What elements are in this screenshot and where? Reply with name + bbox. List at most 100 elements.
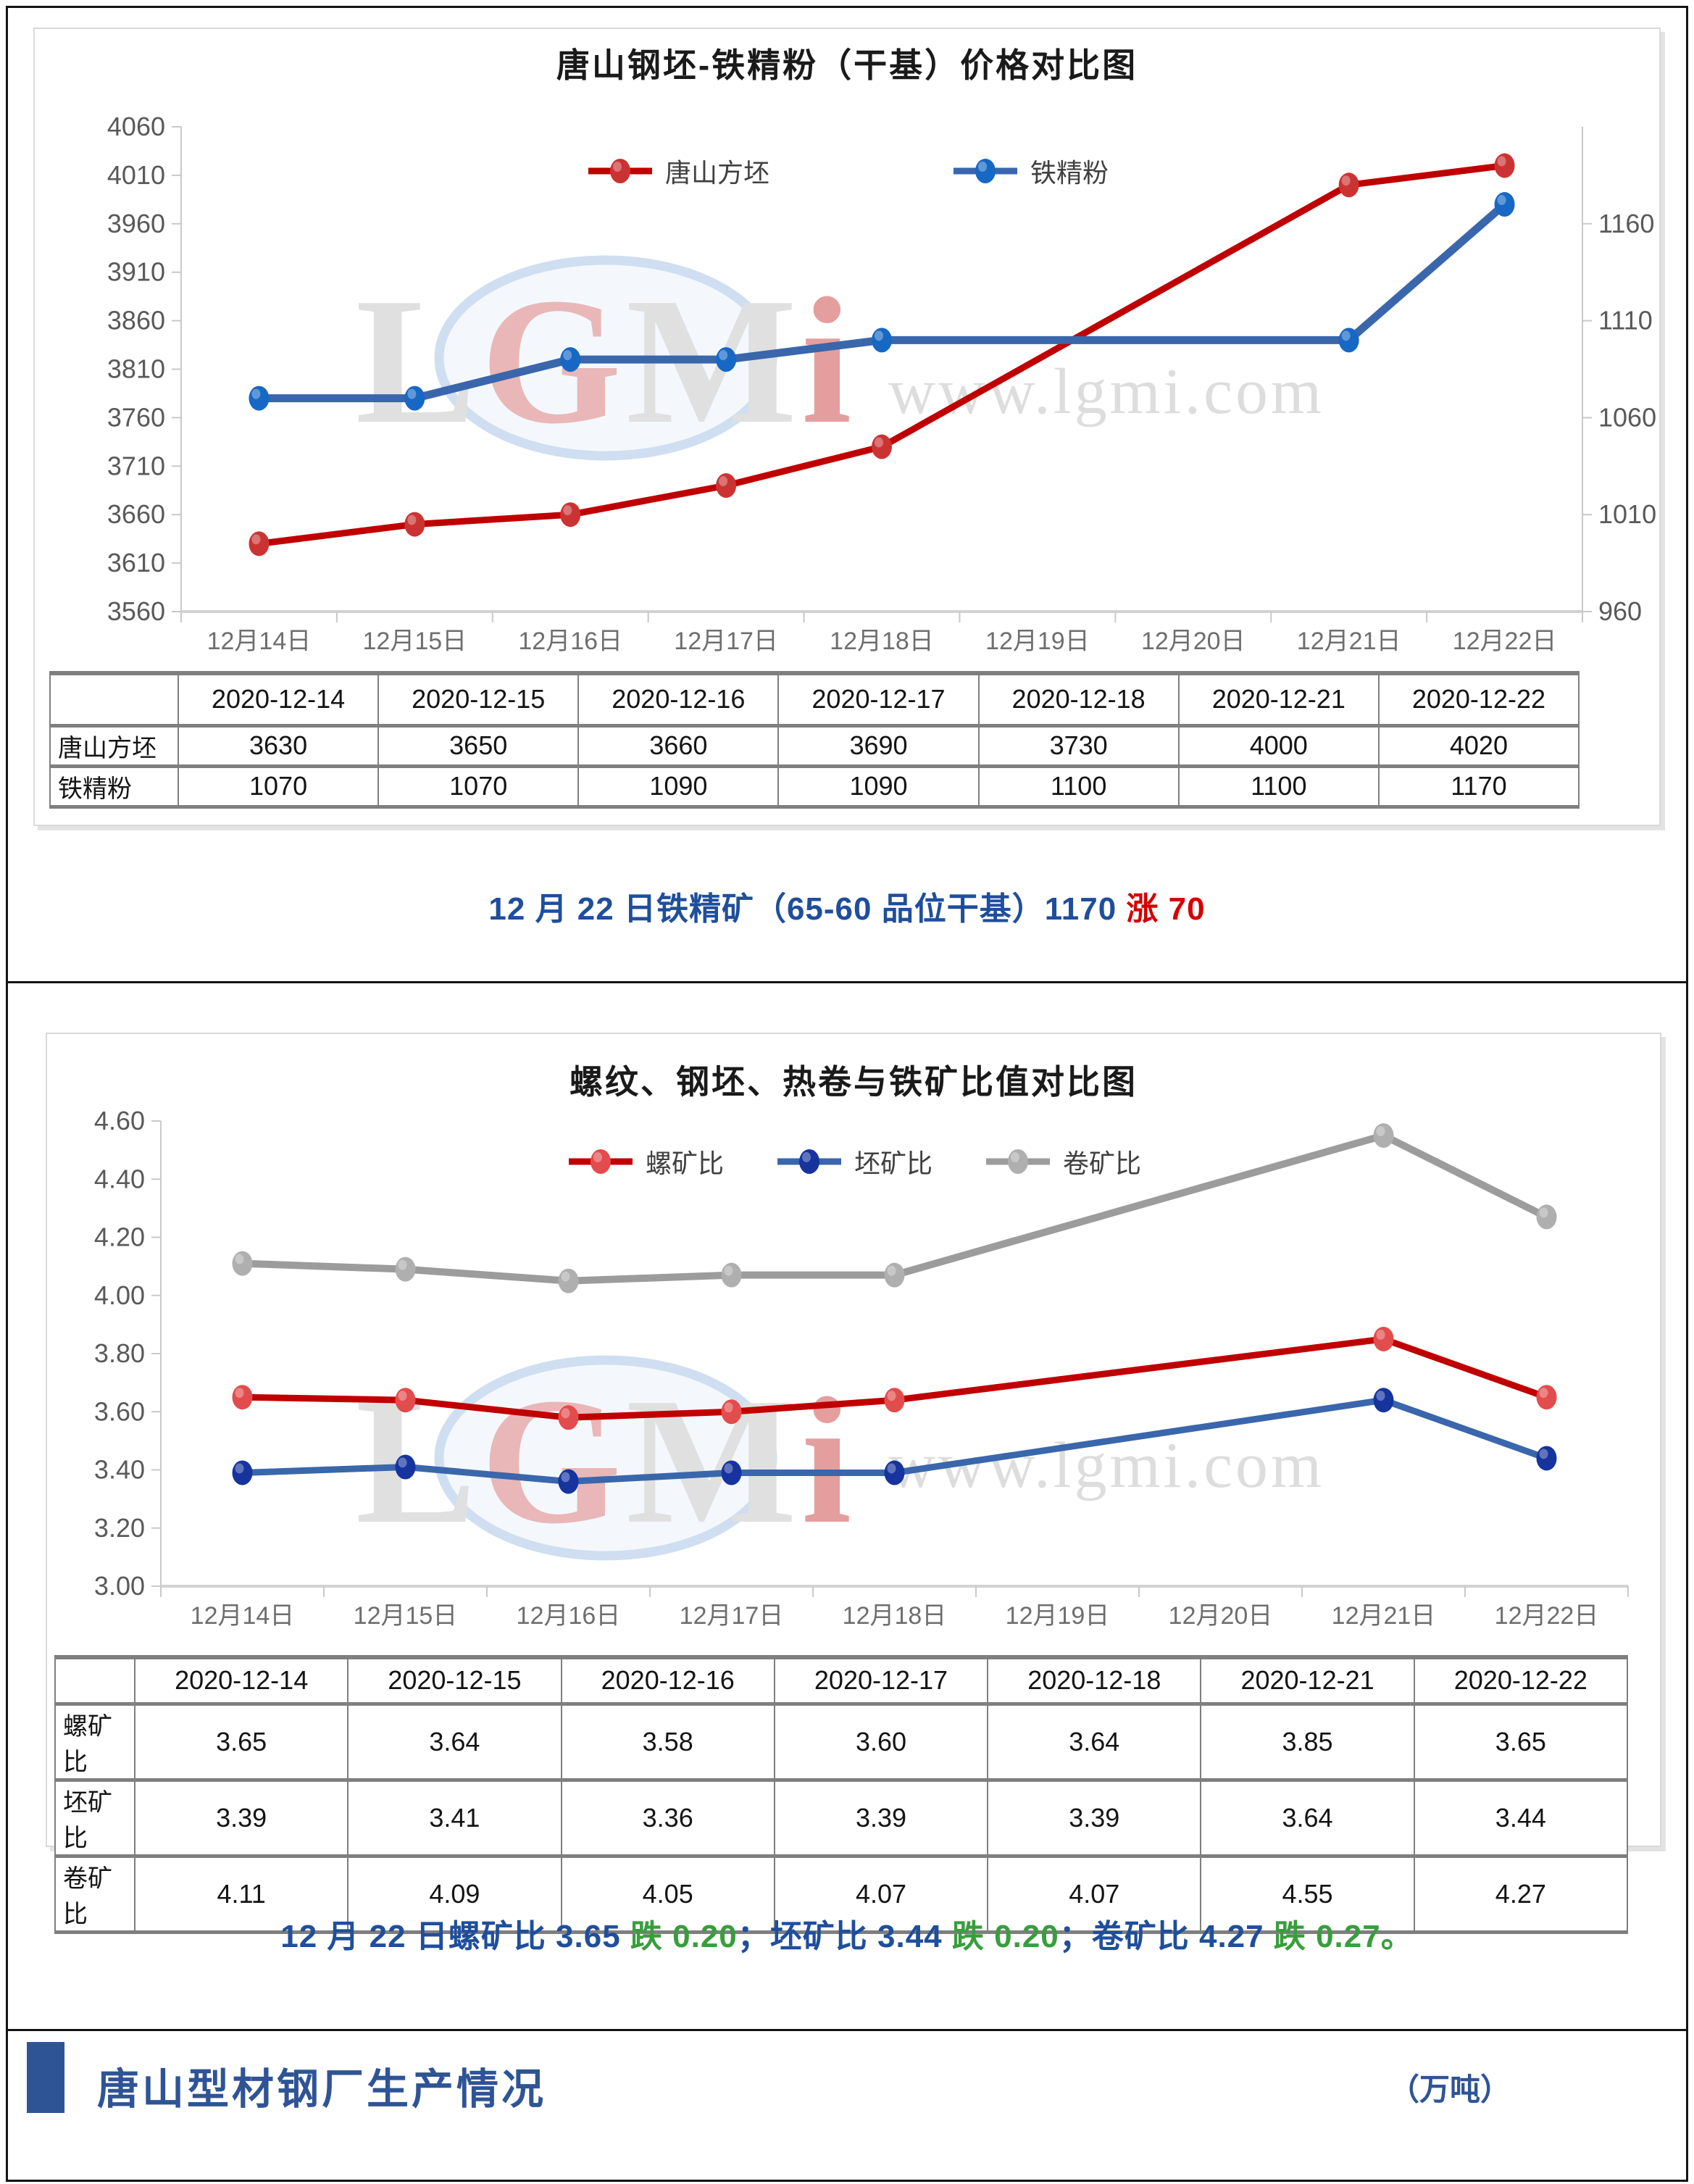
y-axis-label: 3660 xyxy=(107,499,165,529)
marker-highlight xyxy=(1341,330,1351,341)
data-point-marker xyxy=(872,328,892,353)
caption-segment: ；坯矿比 3.44 xyxy=(737,1919,952,1954)
marker-highlight xyxy=(887,1265,896,1276)
marker-highlight xyxy=(1376,1126,1385,1137)
legend-label: 铁精粉 xyxy=(1030,158,1109,188)
table-cell: 3.64 xyxy=(347,1701,562,1782)
marker-highlight xyxy=(801,1152,811,1162)
data-point-marker xyxy=(1338,328,1359,353)
marker-highlight xyxy=(612,162,622,172)
table-header-date: 2020-12-18 xyxy=(977,671,1180,728)
table-row: 唐山方坯 3630 3650 3660 3690 3730 4000 4020 xyxy=(49,723,1580,768)
data-point-marker xyxy=(1373,1388,1394,1413)
table-cell: 1170 xyxy=(1377,764,1580,809)
x-axis-label: 12月22日 xyxy=(1453,628,1557,655)
marker-highlight xyxy=(398,1391,407,1401)
y-axis-label: 4.00 xyxy=(94,1280,145,1310)
marker-highlight xyxy=(1376,1391,1385,1401)
marker-highlight xyxy=(593,1152,602,1162)
table-row: 铁精粉 1070 1070 1090 1090 1100 1100 1170 xyxy=(49,764,1580,809)
y-axis-label: 3960 xyxy=(107,209,165,238)
marker-highlight xyxy=(1011,1152,1019,1162)
table-cell: 3.65 xyxy=(1413,1701,1629,1782)
y-axis-label: 4.20 xyxy=(94,1222,145,1252)
table-cell: 4.55 xyxy=(1200,1854,1415,1934)
marker-highlight xyxy=(887,1391,896,1401)
x-axis-label: 12月18日 xyxy=(843,1602,947,1630)
marker-highlight xyxy=(875,437,883,448)
table-header-date: 2020-12-21 xyxy=(1177,671,1380,728)
table-header-date: 2020-12-14 xyxy=(177,671,380,728)
table-cell: 1090 xyxy=(577,764,780,809)
marker-highlight xyxy=(251,388,261,399)
data-point-marker xyxy=(1008,1149,1028,1174)
x-axis-label: 12月18日 xyxy=(830,628,934,655)
x-axis-label: 12月19日 xyxy=(1006,1602,1110,1630)
x-axis-label: 12月15日 xyxy=(363,628,467,655)
table-corner-cell xyxy=(49,671,179,728)
marker-highlight xyxy=(875,330,883,341)
data-point-marker xyxy=(721,1460,742,1485)
table-cell: 1070 xyxy=(377,764,580,809)
caption-segment: 跌 0.20 xyxy=(630,1919,738,1954)
data-point-marker xyxy=(249,531,270,557)
section-bullet xyxy=(27,2042,64,2113)
table-row-label: 唐山方坯 xyxy=(49,723,179,768)
x-axis-label: 12月16日 xyxy=(518,628,622,655)
marker-highlight xyxy=(1497,156,1506,167)
table-header-date: 2020-12-18 xyxy=(987,1655,1202,1706)
y-axis-label: 4060 xyxy=(107,112,165,141)
section-divider xyxy=(6,2029,1688,2031)
marker-highlight xyxy=(1341,175,1351,186)
marker-highlight xyxy=(719,350,728,361)
marker-highlight xyxy=(978,162,987,172)
data-point-marker xyxy=(716,473,737,499)
data-point-marker xyxy=(558,1268,579,1293)
section-heading: 唐山型材钢厂生产情况 xyxy=(97,2066,547,2113)
y-axis-label: 4.60 xyxy=(94,1106,145,1135)
x-axis-label: 12月15日 xyxy=(354,1602,458,1630)
data-point-marker xyxy=(232,1460,253,1485)
data-point-marker xyxy=(884,1262,905,1288)
x-axis-label: 12月21日 xyxy=(1297,628,1401,655)
y-axis-label: 3910 xyxy=(107,257,165,287)
data-point-marker xyxy=(560,347,581,372)
table-cell: 4.11 xyxy=(133,1854,349,1934)
price-chart-svg: 4060 4010 3960 3910 3860 3810 3760 3710 3660 3610… xyxy=(107,112,1656,655)
table-cell: 4.09 xyxy=(347,1854,562,1934)
table-row-label: 坯矿比 xyxy=(54,1777,135,1858)
table-cell: 4.07 xyxy=(987,1854,1202,1934)
caption-segment: ；卷矿比 4.27 xyxy=(1059,1919,1274,1954)
marker-highlight xyxy=(407,514,417,525)
marker-highlight xyxy=(563,505,572,516)
table-header-date: 2020-12-15 xyxy=(377,671,580,728)
table-cell: 3.60 xyxy=(773,1701,989,1782)
marker-highlight xyxy=(1497,195,1506,206)
data-table: 2020-12-14 2020-12-15 2020-12-16 2020-12-17… xyxy=(54,1655,1629,1934)
table-cell: 3.65 xyxy=(133,1701,349,1782)
ratio-caption: 12 月 22 日螺矿比 3.65 跌 0.20；坯矿比 3.44 跌 0.20… xyxy=(6,1910,1688,1956)
table-cell: 3630 xyxy=(177,723,380,768)
x-axis-label: 12月14日 xyxy=(191,1602,295,1630)
table-header-date: 2020-12-16 xyxy=(560,1655,775,1706)
marker-highlight xyxy=(561,1472,570,1483)
caption-segment: 跌 0.27。 xyxy=(1273,1919,1414,1954)
table-cell: 3.44 xyxy=(1413,1777,1629,1858)
y-axis-label: 3560 xyxy=(107,596,165,626)
marker-highlight xyxy=(235,1254,244,1264)
table-cell: 3.85 xyxy=(1200,1701,1415,1782)
y-axis-label: 3760 xyxy=(107,402,165,432)
data-point-marker xyxy=(609,159,630,183)
marker-highlight xyxy=(719,476,728,487)
table-cell: 1070 xyxy=(177,764,380,809)
ratio-chart-svg: 4.60 4.40 4.20 4.00 3.80 3.60 3.40 3.20 3.00 12月1… xyxy=(94,1106,1629,1630)
data-point-marker xyxy=(558,1469,579,1494)
data-point-marker xyxy=(249,385,270,411)
watermark-logo-ellipse xyxy=(434,1355,777,1561)
table-cell: 4020 xyxy=(1377,723,1580,768)
marker-highlight xyxy=(407,388,417,399)
marker-highlight xyxy=(1539,1207,1548,1218)
chart-legend: 螺矿比 坯矿比 卷矿比 xyxy=(47,1143,1660,1180)
legend-marker-icon xyxy=(568,1149,633,1174)
table-cell: 3690 xyxy=(777,723,980,768)
